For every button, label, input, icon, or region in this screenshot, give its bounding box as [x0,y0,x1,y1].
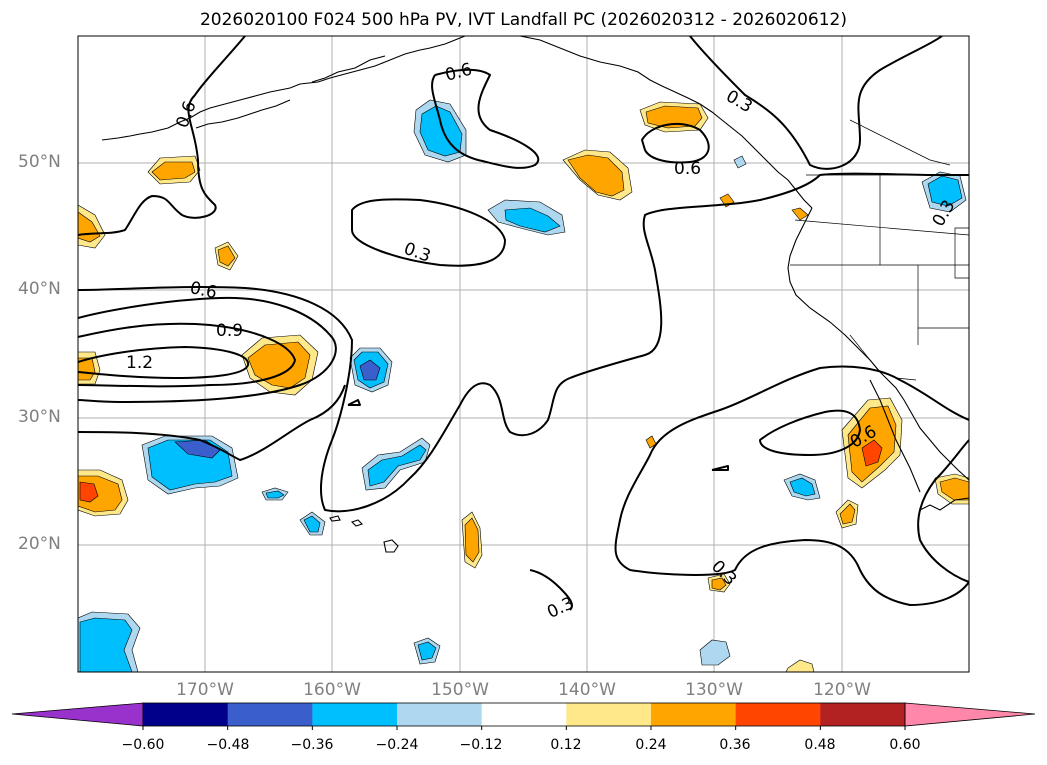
contour-label: 0.3 [544,593,577,623]
colorbar-tick-label: 0.24 [635,737,667,753]
contour-label: 0.6 [173,98,201,130]
contour-label: 0.9 [216,321,243,341]
colorbar-segment [820,703,906,726]
lat-label-20n: 20°N [18,534,61,554]
contour-labels: 0.6 0.6 0.3 0.6 0.3 0.3 0.6 0.9 1.2 0.6 … [126,59,960,622]
graticule [78,36,969,672]
colorbar-tick-label: −0.60 [121,737,165,753]
contour-label: 1.2 [126,353,153,373]
colorbar-segment [566,703,652,726]
contour-label: 0.3 [722,86,755,117]
colorbar-segment [143,703,229,726]
contour-label: 0.6 [674,159,701,179]
colorbar-segment [481,703,567,726]
colorbar-segment [312,703,398,726]
lat-label-40n: 40°N [18,279,61,299]
colorbar-segment [227,703,313,726]
lon-label-160w: 160°W [303,680,361,700]
pv-contours [78,36,969,611]
colorbar-tick-label: −0.36 [290,737,334,753]
lat-label-30n: 30°N [18,407,61,427]
contour-label: 0.6 [443,59,474,85]
colorbar-segment [397,703,483,726]
lon-label-130w: 130°W [685,680,743,700]
colorbar-tick-label: 0.60 [889,737,921,753]
lon-label-170w: 170°W [176,680,234,700]
map-title: 2026020100 F024 500 hPa PV, IVT Landfall… [199,10,847,30]
lat-label-50n: 50°N [18,152,61,172]
colorbar-extend-low [12,703,143,726]
lon-label-120w: 120°W [813,680,871,700]
colorbar-tick-label: 0.12 [550,737,582,753]
colorbar-tick-label: −0.24 [375,737,419,753]
colorbar-tick-label: 0.48 [804,737,836,753]
map-area: 0.6 0.6 0.3 0.6 0.3 0.3 0.6 0.9 1.2 0.6 … [78,36,969,672]
political-boundaries [790,119,969,381]
colorbar-segment [651,703,737,726]
map-frame [77,35,970,673]
colorbar-tick-label: −0.48 [206,737,250,753]
colorbar-segment [735,703,821,726]
colorbar-extend-high [905,703,1035,726]
lon-label-140w: 140°W [558,680,616,700]
ivt-positive-anomalies [78,101,969,672]
colorbar-tick-label: −0.12 [459,737,503,753]
colorbar [11,702,1036,730]
ivt-negative-anomalies [78,99,967,672]
colorbar-tick-label: 0.36 [719,737,751,753]
lon-label-150w: 150°W [431,680,489,700]
